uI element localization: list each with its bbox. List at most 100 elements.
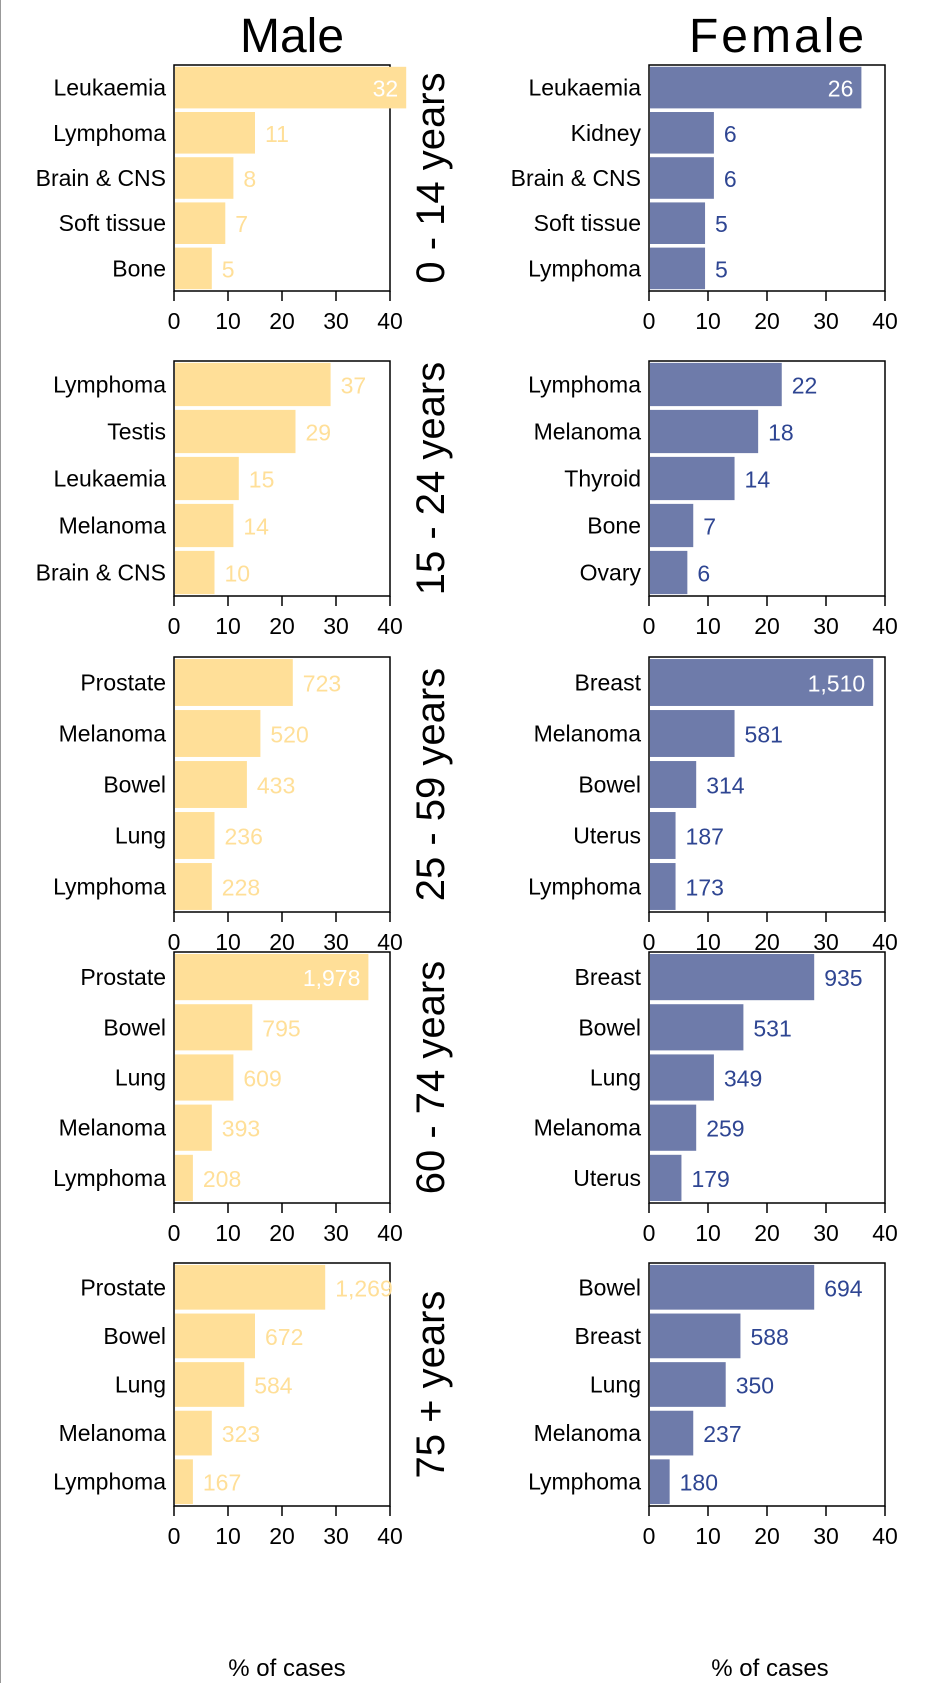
x-tick-label: 40 bbox=[377, 308, 403, 334]
category-label: Bowel bbox=[578, 772, 641, 798]
bar-1 bbox=[175, 954, 369, 1001]
bar-5 bbox=[175, 247, 212, 290]
category-label: Uterus bbox=[573, 1165, 641, 1191]
value-label: 26 bbox=[828, 76, 854, 102]
value-label: 581 bbox=[745, 722, 783, 748]
bar-4 bbox=[175, 812, 215, 859]
category-label: Bowel bbox=[103, 1323, 166, 1349]
category-label: Uterus bbox=[573, 823, 641, 849]
bar-1 bbox=[650, 954, 815, 1001]
category-label: Melanoma bbox=[59, 1420, 167, 1446]
value-label: 236 bbox=[225, 824, 263, 850]
bar-2 bbox=[175, 409, 296, 454]
value-label: 14 bbox=[243, 514, 269, 540]
value-label: 433 bbox=[257, 773, 295, 799]
bar-3 bbox=[650, 157, 714, 199]
x-tick-label: 20 bbox=[269, 1523, 295, 1549]
value-label: 259 bbox=[706, 1116, 744, 1142]
female-column-title: Female bbox=[689, 10, 867, 63]
bar-3 bbox=[175, 1054, 234, 1101]
x-tick-label: 0 bbox=[643, 1523, 656, 1549]
value-label: 228 bbox=[222, 875, 260, 901]
value-label: 8 bbox=[243, 166, 256, 192]
bar-3 bbox=[650, 456, 735, 501]
category-label: Soft tissue bbox=[59, 210, 166, 236]
category-label: Lung bbox=[590, 1372, 641, 1398]
x-tick-label: 40 bbox=[377, 929, 403, 955]
value-label: 18 bbox=[768, 420, 794, 446]
category-label: Leukaemia bbox=[53, 466, 166, 492]
category-label: Bowel bbox=[103, 1014, 166, 1040]
x-tick-label: 40 bbox=[872, 929, 898, 955]
x-tick-label: 40 bbox=[377, 1523, 403, 1549]
value-label: 7 bbox=[235, 211, 248, 237]
bar-5 bbox=[650, 863, 676, 910]
age-group-label: 0 - 14 years bbox=[409, 72, 453, 283]
x-tick-label: 30 bbox=[813, 308, 839, 334]
category-label: Lymphoma bbox=[528, 372, 641, 398]
category-label: Melanoma bbox=[534, 1115, 642, 1141]
bar-3 bbox=[175, 761, 247, 808]
x-tick-label: 20 bbox=[754, 1220, 780, 1246]
x-tick-label: 40 bbox=[872, 1523, 898, 1549]
x-tick-label: 10 bbox=[695, 308, 721, 334]
value-label: 609 bbox=[243, 1066, 281, 1092]
value-label: 1,269 bbox=[335, 1275, 393, 1301]
category-label: Thyroid bbox=[564, 466, 641, 492]
x-tick-label: 0 bbox=[168, 613, 181, 639]
value-label: 10 bbox=[225, 561, 251, 587]
bar-5 bbox=[175, 550, 215, 595]
female-x-axis-label: % of cases bbox=[711, 1655, 828, 1682]
value-label: 5 bbox=[222, 256, 235, 282]
bar-1 bbox=[175, 66, 407, 109]
value-label: 1,510 bbox=[808, 671, 866, 697]
left-border bbox=[0, 0, 1, 1683]
x-tick-label: 40 bbox=[872, 308, 898, 334]
value-label: 795 bbox=[262, 1015, 300, 1041]
bar-4 bbox=[175, 503, 234, 548]
value-label: 584 bbox=[254, 1373, 293, 1399]
x-tick-label: 10 bbox=[215, 929, 241, 955]
value-label: 6 bbox=[724, 121, 737, 147]
x-tick-label: 10 bbox=[695, 1220, 721, 1246]
panel-male-0-14-years: Leukaemia 32 Lymphoma 11 Brain & CNS 8 Soft ti… bbox=[36, 64, 453, 334]
bar-3 bbox=[650, 1054, 714, 1101]
bar-1 bbox=[175, 362, 331, 407]
category-label: Brain & CNS bbox=[36, 560, 166, 586]
category-label: Leukaemia bbox=[528, 75, 641, 101]
x-tick-label: 20 bbox=[269, 613, 295, 639]
bar-2 bbox=[175, 112, 255, 154]
bar-2 bbox=[650, 710, 735, 757]
value-label: 11 bbox=[265, 121, 289, 147]
x-tick-label: 10 bbox=[215, 1220, 241, 1246]
male-column-title: Male bbox=[240, 10, 344, 63]
bar-4 bbox=[175, 1410, 212, 1456]
category-label: Lymphoma bbox=[528, 874, 641, 900]
panel-female-0-14-years: Leukaemia 26 Kidney 6 Brain & CNS 6 Soft tissu… bbox=[511, 64, 898, 334]
category-label: Melanoma bbox=[59, 513, 167, 539]
x-tick-label: 30 bbox=[813, 929, 839, 955]
category-label: Bowel bbox=[103, 772, 166, 798]
bar-5 bbox=[175, 863, 212, 910]
x-tick-label: 30 bbox=[323, 1523, 349, 1549]
category-label: Leukaemia bbox=[53, 75, 166, 101]
bar-5 bbox=[650, 247, 706, 290]
panel-female-75-years: Bowel 694 Breast 588 Lung 350 Melanoma 237 Lymph… bbox=[528, 1262, 898, 1549]
x-tick-label: 20 bbox=[269, 929, 295, 955]
category-label: Melanoma bbox=[534, 1420, 642, 1446]
x-tick-label: 40 bbox=[872, 1220, 898, 1246]
category-label: Lung bbox=[115, 823, 166, 849]
value-label: 5 bbox=[715, 256, 728, 282]
value-label: 7 bbox=[703, 514, 716, 540]
value-label: 935 bbox=[824, 965, 862, 991]
x-tick-label: 30 bbox=[323, 929, 349, 955]
x-tick-label: 40 bbox=[377, 613, 403, 639]
value-label: 208 bbox=[203, 1166, 241, 1192]
bar-3 bbox=[175, 456, 239, 501]
x-tick-label: 30 bbox=[813, 613, 839, 639]
bar-5 bbox=[175, 1154, 193, 1201]
category-label: Lymphoma bbox=[53, 1469, 166, 1495]
value-label: 531 bbox=[753, 1015, 791, 1041]
value-label: 14 bbox=[745, 467, 771, 493]
